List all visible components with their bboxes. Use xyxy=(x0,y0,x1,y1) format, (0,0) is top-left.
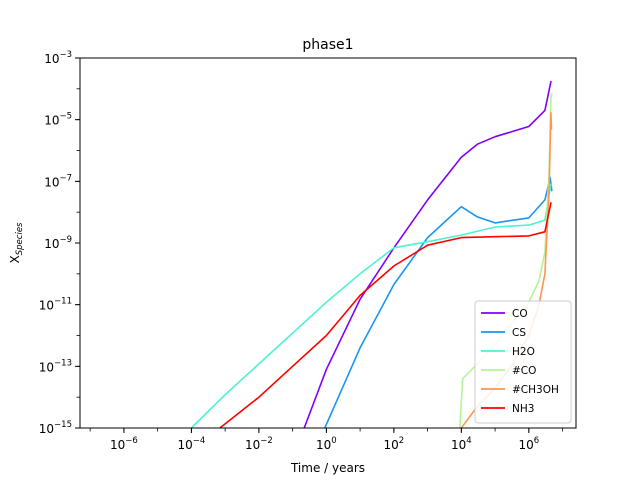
y-tick-label: 10−13 xyxy=(39,358,72,374)
y-tick-label: 10−9 xyxy=(44,235,72,251)
x-tick-label: 102 xyxy=(384,436,405,452)
y-tick-label: 10−15 xyxy=(39,420,72,436)
x-tick-label: 106 xyxy=(518,436,539,452)
x-tick-label: 104 xyxy=(451,436,472,452)
y-tick-label: 10−3 xyxy=(44,50,72,66)
y-tick-label: 10−7 xyxy=(44,173,72,189)
y-axis-ticks: 10−15 10−13 10−11 10−9 10−7 10−5 10−3 xyxy=(39,50,80,436)
series-line-3 xyxy=(190,183,552,428)
y-axis-label: XSpecies xyxy=(8,222,25,264)
chart-title: phase1 xyxy=(302,37,353,53)
legend-label: CS xyxy=(512,327,526,339)
x-tick-label: 10−2 xyxy=(245,436,273,452)
x-tick-label: 10−6 xyxy=(110,436,138,452)
y-tick-label: 10−5 xyxy=(44,112,72,128)
series-layer xyxy=(190,80,553,428)
x-tick-label: 10−4 xyxy=(177,436,205,452)
y-axis-label-subscript: Species xyxy=(15,222,25,255)
legend-label: #CH3OH xyxy=(512,384,559,396)
series-line-6 xyxy=(219,202,552,428)
legend-label: CO xyxy=(512,308,528,320)
legend-label: NH3 xyxy=(512,403,534,415)
legend-label: #CO xyxy=(512,365,536,377)
series-line-1 xyxy=(303,80,552,428)
x-axis-label: Time / years xyxy=(290,461,365,475)
y-tick-label: 10−11 xyxy=(39,297,72,313)
legend: CO CS H2O #CO #CH3OH NH3 xyxy=(474,300,572,424)
series-line-2 xyxy=(323,177,553,428)
x-tick-label: 100 xyxy=(316,436,337,452)
x-axis-ticks: 10−6 10−4 10−2 100 102 104 106 xyxy=(89,428,563,452)
legend-label: H2O xyxy=(512,346,535,358)
y-axis-label-main: X xyxy=(8,255,22,263)
